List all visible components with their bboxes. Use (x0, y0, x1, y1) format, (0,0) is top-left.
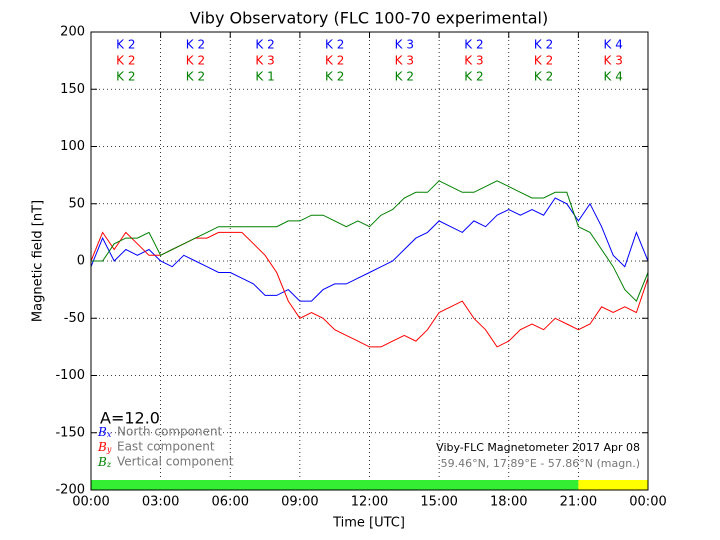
k-index: K 2 (395, 70, 414, 84)
k-index: K 4 (604, 38, 623, 52)
k-index: K 2 (186, 54, 205, 68)
y-tick-label: -200 (55, 483, 85, 498)
k-index: K 3 (255, 54, 274, 68)
status-segment (91, 480, 579, 490)
k-index: K 4 (604, 70, 623, 84)
k-index: K 3 (395, 38, 414, 52)
k-index: K 2 (255, 38, 274, 52)
x-tick-label: 00:00 (72, 495, 109, 510)
y-tick-label: 100 (60, 139, 85, 154)
x-tick-label: 21:00 (560, 495, 597, 510)
activity-label: A=12.0 (100, 409, 160, 428)
x-tick-label: 09:00 (281, 495, 318, 510)
y-tick-label: -150 (55, 425, 85, 440)
legend-label: Vertical component (117, 455, 234, 469)
k-index: K 2 (116, 54, 135, 68)
x-tick-label: 06:00 (212, 495, 249, 510)
k-index: K 2 (464, 70, 483, 84)
coords-label: 59.46°N, 17.89°E - 57.86°N (magn.) (441, 457, 640, 470)
k-index: K 2 (186, 70, 205, 84)
k-index: K 3 (604, 54, 623, 68)
x-axis-label: Time [UTC] (332, 516, 405, 531)
k-index: K 2 (325, 54, 344, 68)
legend-symbol: By (97, 440, 112, 455)
y-tick-label: -100 (55, 368, 85, 383)
k-index: K 2 (325, 38, 344, 52)
k-index: K 2 (186, 38, 205, 52)
x-tick-label: 12:00 (351, 495, 388, 510)
x-tick-label: 03:00 (142, 495, 179, 510)
x-tick-label: 00:00 (629, 495, 666, 510)
k-index: K 2 (116, 38, 135, 52)
k-index: K 3 (395, 54, 414, 68)
k-index: K 2 (534, 70, 553, 84)
legend-subscript: x (107, 430, 112, 439)
k-index: K 2 (534, 38, 553, 52)
legend-symbol: Bx (97, 425, 112, 440)
station-label: Viby-FLC Magnetometer 2017 Apr 08 (436, 441, 640, 454)
y-tick-label: 0 (77, 254, 85, 269)
legend-subscript: z (106, 460, 112, 469)
legend-label: East component (117, 440, 215, 454)
y-tick-label: 50 (68, 196, 85, 211)
y-tick-label: 150 (60, 82, 85, 97)
legend-symbol-letter: B (97, 425, 107, 439)
plot-frame (90, 31, 649, 491)
x-tick-label: 15:00 (420, 495, 457, 510)
y-tick-label: -50 (64, 311, 85, 326)
k-index: K 2 (116, 70, 135, 84)
data-line (91, 180, 649, 302)
legend-symbol-letter: B (97, 455, 107, 469)
k-index: K 1 (255, 70, 274, 84)
data-line (90, 197, 649, 302)
legend-subscript: y (106, 445, 112, 454)
legend-symbol-letter: B (97, 440, 107, 454)
y-axis-label: Magnetic field [nT] (31, 200, 46, 322)
chart-title: Viby Observatory (FLC 100-70 experimenta… (190, 9, 549, 28)
x-tick-label: 18:00 (490, 495, 527, 510)
legend-label: North component (117, 425, 223, 439)
legend-symbol: Bz (97, 455, 112, 470)
y-tick-label: 200 (60, 25, 85, 40)
status-segment (578, 480, 648, 490)
k-index: K 2 (464, 38, 483, 52)
k-index: K 2 (325, 70, 344, 84)
k-index: K 3 (464, 54, 483, 68)
k-index: K 2 (534, 54, 553, 68)
